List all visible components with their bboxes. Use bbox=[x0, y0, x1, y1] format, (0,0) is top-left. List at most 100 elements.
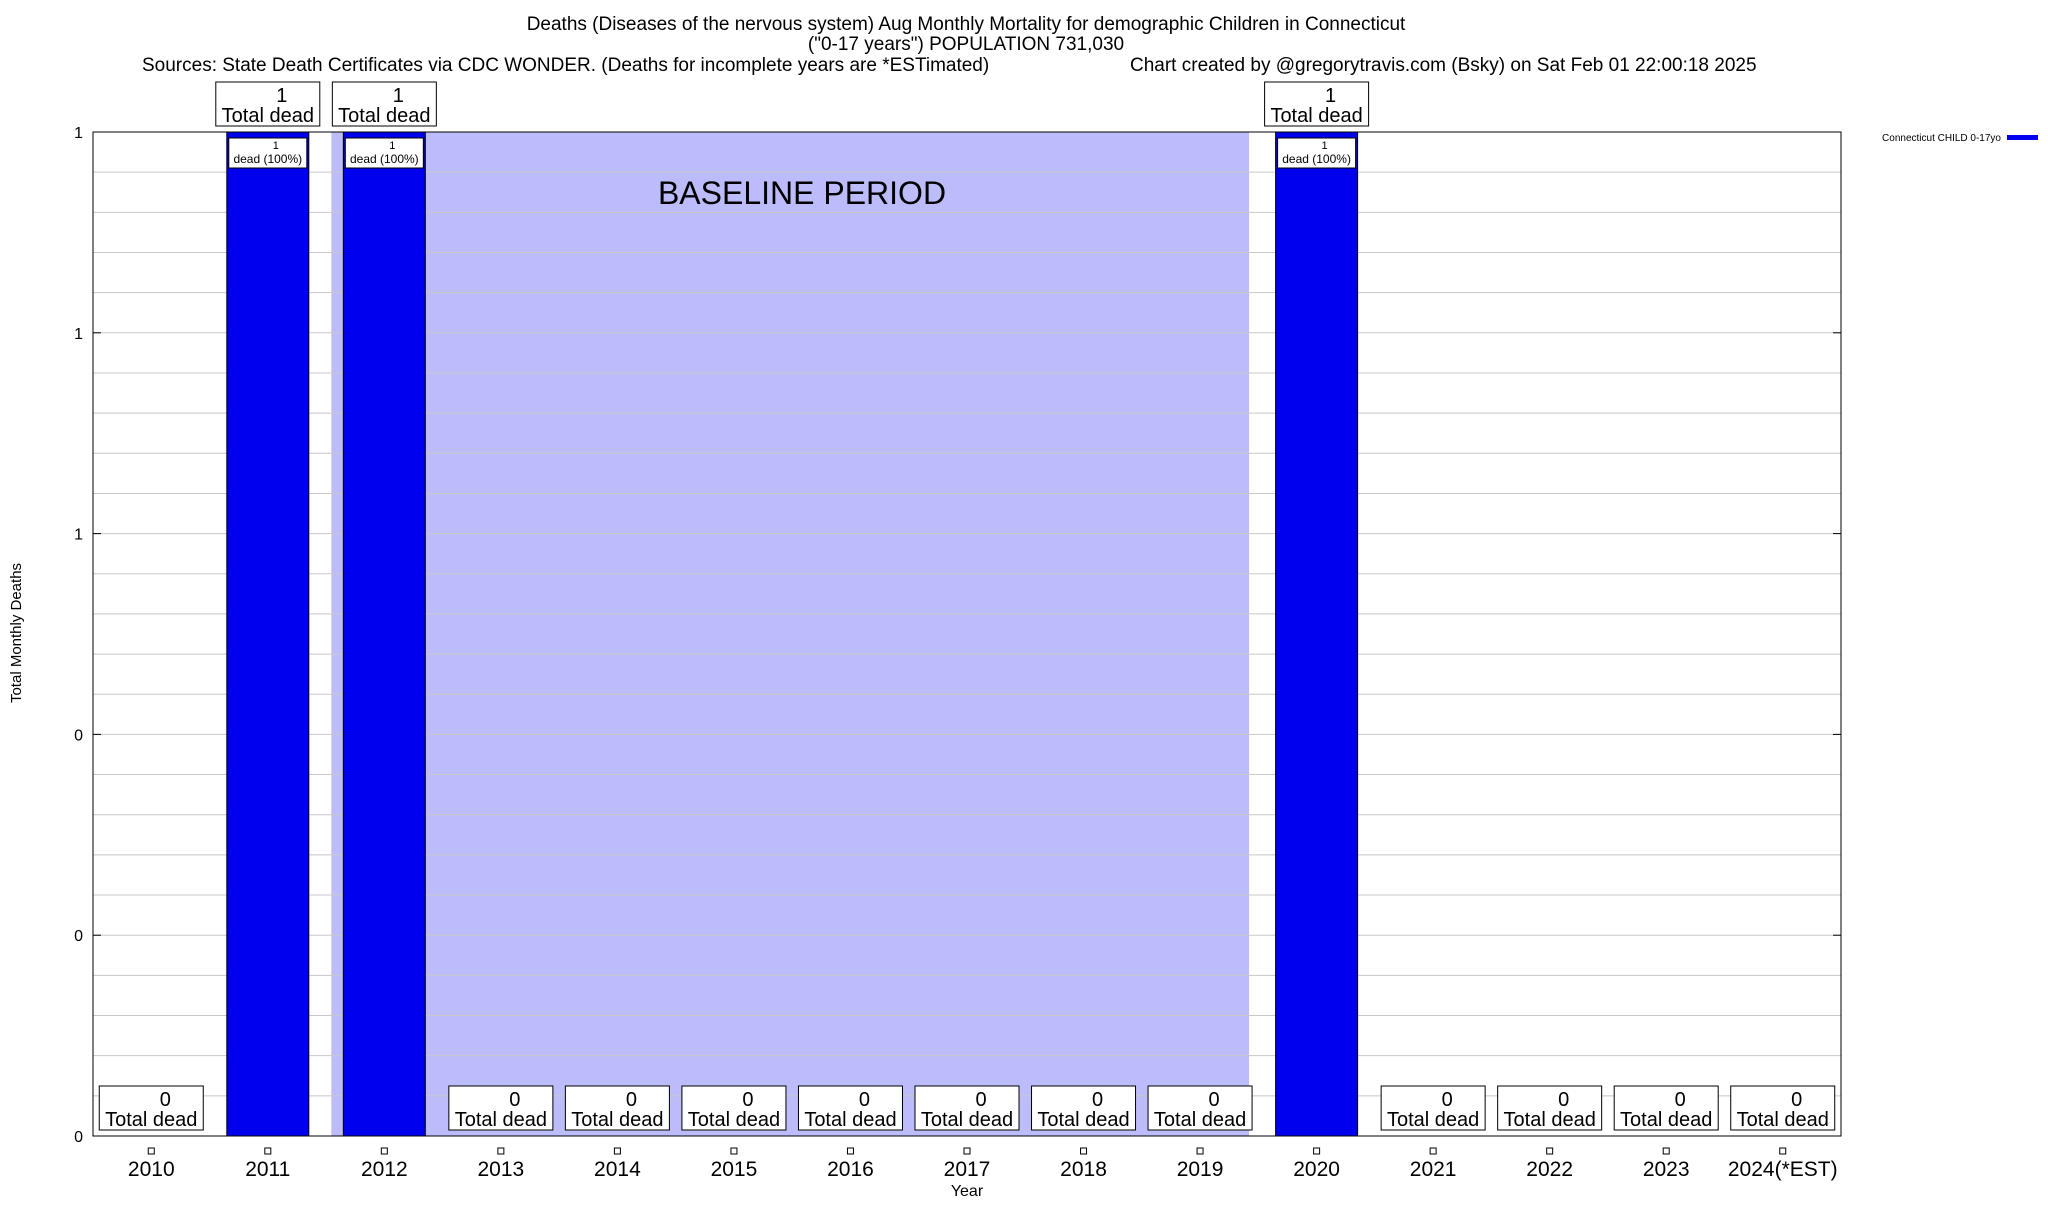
total-dead-value: 0 bbox=[1791, 1089, 1802, 1111]
total-dead-label: Total dead bbox=[1037, 1109, 1129, 1131]
x-tick-marker bbox=[264, 1147, 272, 1155]
total-dead-value: 0 bbox=[1092, 1089, 1103, 1111]
total-dead-label: Total dead bbox=[1504, 1109, 1596, 1131]
x-tick-label: 2023 bbox=[1643, 1158, 1690, 1181]
total-dead-label: Total dead bbox=[455, 1109, 547, 1131]
x-tick-marker bbox=[1546, 1147, 1554, 1155]
total-dead-value: 1 bbox=[1325, 85, 1336, 107]
x-tick-label: 2017 bbox=[944, 1158, 991, 1181]
total-dead-box bbox=[1497, 1085, 1603, 1131]
total-dead-box bbox=[1264, 81, 1370, 127]
bar-inner-label: dead (100%) bbox=[350, 152, 419, 166]
bar-layer bbox=[226, 131, 1359, 1137]
total-dead-box bbox=[1031, 1085, 1137, 1131]
x-tick-label: 2019 bbox=[1177, 1158, 1224, 1181]
legend-series-label: Connecticut CHILD 0-17yo bbox=[1882, 133, 2001, 144]
total-dead-value: 0 bbox=[742, 1089, 753, 1111]
x-tick-marker bbox=[613, 1147, 621, 1155]
total-dead-value: 0 bbox=[1209, 1089, 1220, 1111]
bar bbox=[226, 131, 310, 1137]
x-tick-marker bbox=[1429, 1147, 1437, 1155]
total-dead-box bbox=[1147, 1085, 1253, 1131]
total-dead-label: Total dead bbox=[1154, 1109, 1246, 1131]
y-tick-label: 1 bbox=[74, 125, 83, 142]
total-dead-value: 0 bbox=[626, 1089, 637, 1111]
bar-inner-label-box bbox=[1277, 137, 1357, 169]
x-tick-label: 2018 bbox=[1060, 1158, 1107, 1181]
total-dead-label: Total dead bbox=[338, 105, 430, 127]
total-dead-value: 0 bbox=[1442, 1089, 1453, 1111]
y-tick-label: 0 bbox=[74, 928, 83, 945]
x-tick-label: 2016 bbox=[827, 1158, 874, 1181]
baseline-region bbox=[331, 132, 1250, 1136]
x-tick-marker bbox=[1662, 1147, 1670, 1155]
x-tick-label: 2013 bbox=[478, 1158, 525, 1181]
x-tick-label: 2024(*EST) bbox=[1728, 1158, 1838, 1181]
total-dead-label: Total dead bbox=[222, 105, 314, 127]
total-dead-value: 0 bbox=[975, 1089, 986, 1111]
total-dead-label: Total dead bbox=[571, 1109, 663, 1131]
total-dead-box bbox=[681, 1085, 787, 1131]
total-dead-label: Total dead bbox=[1387, 1109, 1479, 1131]
legend: Connecticut CHILD 0-17yo bbox=[1882, 133, 2038, 144]
total-dead-value: 1 bbox=[276, 85, 287, 107]
total-dead-box bbox=[797, 1085, 903, 1131]
bar bbox=[342, 131, 426, 1137]
x-tick-marker bbox=[1313, 1147, 1321, 1155]
x-axis-label: Year bbox=[951, 1183, 984, 1200]
y-tick-label: 0 bbox=[74, 1129, 83, 1146]
total-dead-value: 1 bbox=[393, 85, 404, 107]
total-dead-value: 0 bbox=[1675, 1089, 1686, 1111]
total-dead-label: Total dead bbox=[1737, 1109, 1829, 1131]
chart-title-line-1: Deaths (Diseases of the nervous system) … bbox=[527, 14, 1406, 35]
x-tick-label: 2010 bbox=[128, 1158, 175, 1181]
bar-inner-label-box bbox=[228, 137, 308, 169]
x-tick-marker bbox=[846, 1147, 854, 1155]
total-dead-label: Total dead bbox=[105, 1109, 197, 1131]
y-tick-label: 1 bbox=[74, 527, 83, 544]
total-dead-label: Total dead bbox=[921, 1109, 1013, 1131]
total-dead-value: 0 bbox=[509, 1089, 520, 1111]
total-dead-box bbox=[98, 1085, 204, 1131]
x-tick-label: 2011 bbox=[245, 1158, 290, 1181]
axis-layer: 0 0 0 1 1 1 2010 2011 2012 2013 2014 2015 2016 2017 20… bbox=[74, 125, 1842, 1181]
bar-inner-value: 1 bbox=[389, 140, 395, 152]
x-tick-marker bbox=[1196, 1147, 1204, 1155]
bar-inner-value: 1 bbox=[273, 140, 279, 152]
chart-credit-text: Chart created by @gregorytravis.com (Bsk… bbox=[1130, 55, 1757, 76]
total-dead-label: Total dead bbox=[804, 1109, 896, 1131]
x-tick-label: 2015 bbox=[711, 1158, 758, 1181]
bar-inner-label-box bbox=[344, 137, 424, 169]
bar-inner-label: dead (100%) bbox=[233, 152, 302, 166]
x-tick-label: 2020 bbox=[1293, 1158, 1340, 1181]
x-tick-label: 2021 bbox=[1410, 1158, 1457, 1181]
x-tick-marker bbox=[497, 1147, 505, 1155]
chart-title-line-2: ("0-17 years") POPULATION 731,030 bbox=[808, 34, 1124, 55]
legend-series-swatch bbox=[2007, 135, 2038, 140]
total-dead-box bbox=[564, 1085, 670, 1131]
y-tick-label: 1 bbox=[74, 326, 83, 343]
plot-frame bbox=[92, 131, 1842, 1137]
total-dead-label: Total dead bbox=[1620, 1109, 1712, 1131]
bar-inner-value: 1 bbox=[1322, 140, 1328, 152]
chart-title-block: Deaths (Diseases of the nervous system) … bbox=[142, 14, 1757, 76]
total-dead-value: 0 bbox=[1558, 1089, 1569, 1111]
total-dead-box bbox=[1380, 1085, 1486, 1131]
x-tick-marker bbox=[730, 1147, 738, 1155]
total-dead-box bbox=[215, 81, 321, 127]
x-tick-marker bbox=[1779, 1147, 1787, 1155]
x-tick-label: 2022 bbox=[1526, 1158, 1573, 1181]
total-dead-box bbox=[1613, 1085, 1719, 1131]
total-dead-label: Total dead bbox=[688, 1109, 780, 1131]
bar bbox=[1275, 131, 1359, 1137]
baseline-label: BASELINE PERIOD bbox=[658, 175, 946, 211]
bar-inner-label: dead (100%) bbox=[1282, 152, 1351, 166]
x-tick-label: 2012 bbox=[361, 1158, 408, 1181]
y-axis-label: Total Monthly Deaths bbox=[8, 563, 25, 703]
chart-source-text: Sources: State Death Certificates via CD… bbox=[142, 55, 989, 76]
total-dead-box bbox=[331, 81, 437, 127]
total-dead-value: 0 bbox=[859, 1089, 870, 1111]
x-tick-marker bbox=[1080, 1147, 1088, 1155]
